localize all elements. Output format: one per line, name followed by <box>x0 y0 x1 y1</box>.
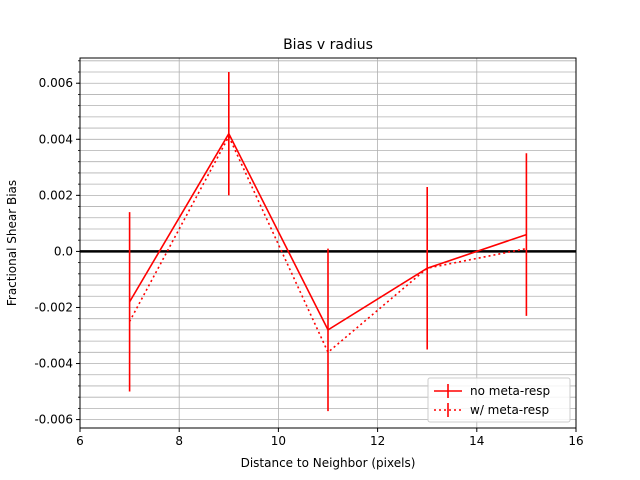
legend-items: no meta-resp w/ meta-resp <box>434 384 550 417</box>
legend: no meta-resp w/ meta-resp <box>427 377 571 423</box>
legend-label: w/ meta-resp <box>470 403 549 417</box>
y-tick-label: -0.002 <box>34 300 73 314</box>
y-axis: 0.006 0.004 0.002 0.0 -0.002 -0.004 -0.006 <box>34 60 80 427</box>
y-tick-label: 0.004 <box>39 132 73 146</box>
x-tick-label: 12 <box>370 434 385 448</box>
plot-frame <box>79 57 577 429</box>
legend-box <box>427 377 571 423</box>
y-tick-label: -0.004 <box>34 357 73 371</box>
x-axis: 6 8 10 12 14 16 <box>76 428 584 448</box>
chart-title: Bias v radius <box>283 37 373 53</box>
x-tick-label: 10 <box>271 434 286 448</box>
series-line <box>128 134 527 354</box>
legend-label: no meta-resp <box>470 384 550 398</box>
x-tick-label: 6 <box>76 434 84 448</box>
x-tick-label: 8 <box>175 434 183 448</box>
x-axis-label: Distance to Neighbor (pixels) <box>241 456 416 470</box>
x-tick-label: 16 <box>568 434 583 448</box>
y-tick-label: 0.006 <box>39 76 73 90</box>
y-axis-label: Fractional Shear Bias <box>5 180 19 306</box>
y-tick-label: 0.0 <box>54 244 73 258</box>
y-tick-label: 0.002 <box>39 188 73 202</box>
series-layer <box>128 72 528 412</box>
x-tick-label: 14 <box>469 434 484 448</box>
y-tick-label: -0.006 <box>34 413 73 427</box>
